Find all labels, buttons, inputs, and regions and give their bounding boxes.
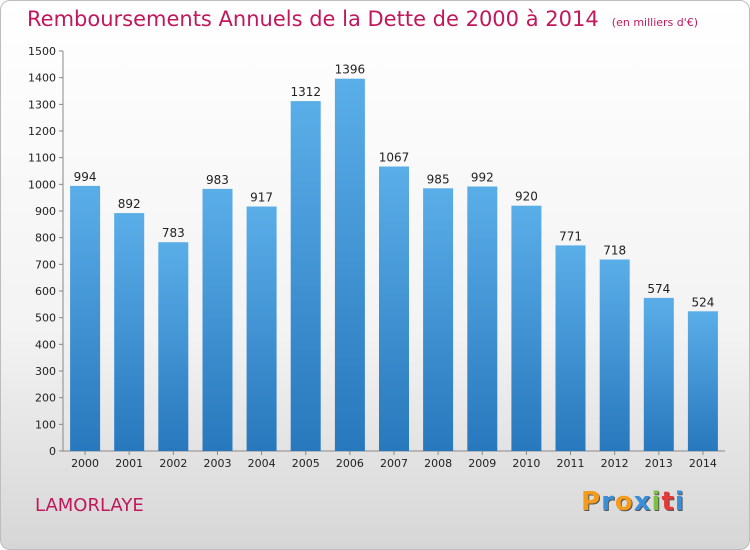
bar	[555, 245, 586, 451]
bar-value-label: 992	[471, 170, 494, 184]
chart-labels: 994 2000 892 2001 783 2002 983 2003 917 2004 1312 2…	[71, 63, 717, 470]
x-tick-label: 2003	[203, 457, 231, 470]
logo-letter: x	[633, 487, 652, 517]
y-tick-label: 1400	[28, 72, 56, 85]
bar-value-label: 1312	[290, 85, 321, 99]
logo-letter: o	[614, 487, 634, 517]
y-tick-label: 600	[35, 285, 56, 298]
y-tick-label: 1300	[28, 98, 56, 111]
x-tick-label: 2002	[159, 457, 187, 470]
y-tick-label: 100	[35, 418, 56, 431]
bar-value-label: 1396	[335, 63, 366, 77]
x-tick-label: 2001	[115, 457, 143, 470]
logo-letter: i	[674, 487, 685, 517]
bar-value-label: 1067	[379, 150, 410, 164]
bar-value-label: 574	[647, 282, 670, 296]
chart-unit: (en milliers d'€)	[611, 16, 699, 29]
bar-value-label: 985	[427, 172, 450, 186]
bar	[423, 188, 454, 452]
bar	[687, 311, 718, 451]
y-tick-label: 400	[35, 338, 56, 351]
x-tick-label: 2007	[380, 457, 408, 470]
x-tick-label: 2004	[248, 457, 276, 470]
y-tick-label: 1500	[28, 45, 56, 58]
x-tick-label: 2000	[71, 457, 99, 470]
bar-value-label: 892	[118, 197, 141, 211]
x-tick-label: 2011	[557, 457, 585, 470]
bar	[511, 205, 542, 451]
bar-value-label: 524	[691, 295, 714, 309]
y-tick-label: 200	[35, 392, 56, 405]
bar-chart: 0 100 200 300 400 500 600 700 800 900 1000 1100 1200…	[28, 45, 725, 470]
bar	[290, 101, 321, 451]
bar-value-label: 920	[515, 190, 538, 204]
bar-value-label: 983	[206, 173, 229, 187]
bar	[202, 188, 233, 451]
y-tick-label: 700	[35, 258, 56, 271]
y-tick-label: 900	[35, 205, 56, 218]
logo-letter: i	[651, 487, 662, 517]
bar-value-label: 917	[250, 190, 273, 204]
chart-title: Remboursements Annuels de la Dette de 20…	[27, 7, 599, 31]
commune-name: LAMORLAYE	[35, 495, 144, 516]
x-tick-label: 2012	[601, 457, 629, 470]
bar	[643, 297, 674, 451]
bar-value-label: 718	[603, 244, 626, 258]
logo-letter: r	[601, 487, 615, 517]
chart-axes: 0 100 200 300 400 500 600 700 800 900 1000 1100 1200…	[28, 45, 725, 458]
x-tick-label: 2013	[645, 457, 673, 470]
logo-letter: P	[581, 487, 602, 517]
chart-bars	[70, 78, 718, 452]
x-tick-label: 2008	[424, 457, 452, 470]
chart-title-row: Remboursements Annuels de la Dette de 20…	[27, 7, 698, 31]
bar	[599, 259, 630, 451]
y-tick-label: 1100	[28, 152, 56, 165]
x-tick-label: 2009	[468, 457, 496, 470]
y-tick-label: 0	[49, 445, 56, 458]
y-tick-label: 800	[35, 232, 56, 245]
bar-value-label: 783	[162, 226, 185, 240]
bar	[158, 242, 189, 451]
bar	[70, 185, 101, 451]
y-tick-label: 1200	[28, 125, 56, 138]
y-tick-label: 300	[35, 365, 56, 378]
x-tick-label: 2014	[689, 457, 717, 470]
bar	[114, 213, 145, 451]
logo-letter: t	[661, 487, 675, 517]
bar	[467, 186, 498, 451]
bar-value-label: 994	[74, 170, 97, 184]
x-tick-label: 2010	[512, 457, 540, 470]
x-tick-label: 2005	[292, 457, 320, 470]
y-tick-label: 1000	[28, 178, 56, 191]
proxiti-logo: Proxiti	[581, 487, 685, 517]
bar	[246, 206, 277, 451]
bar	[379, 166, 409, 451]
bar	[334, 78, 365, 451]
y-tick-label: 500	[35, 312, 56, 325]
bar-value-label: 771	[559, 229, 582, 243]
x-tick-label: 2006	[336, 457, 364, 470]
